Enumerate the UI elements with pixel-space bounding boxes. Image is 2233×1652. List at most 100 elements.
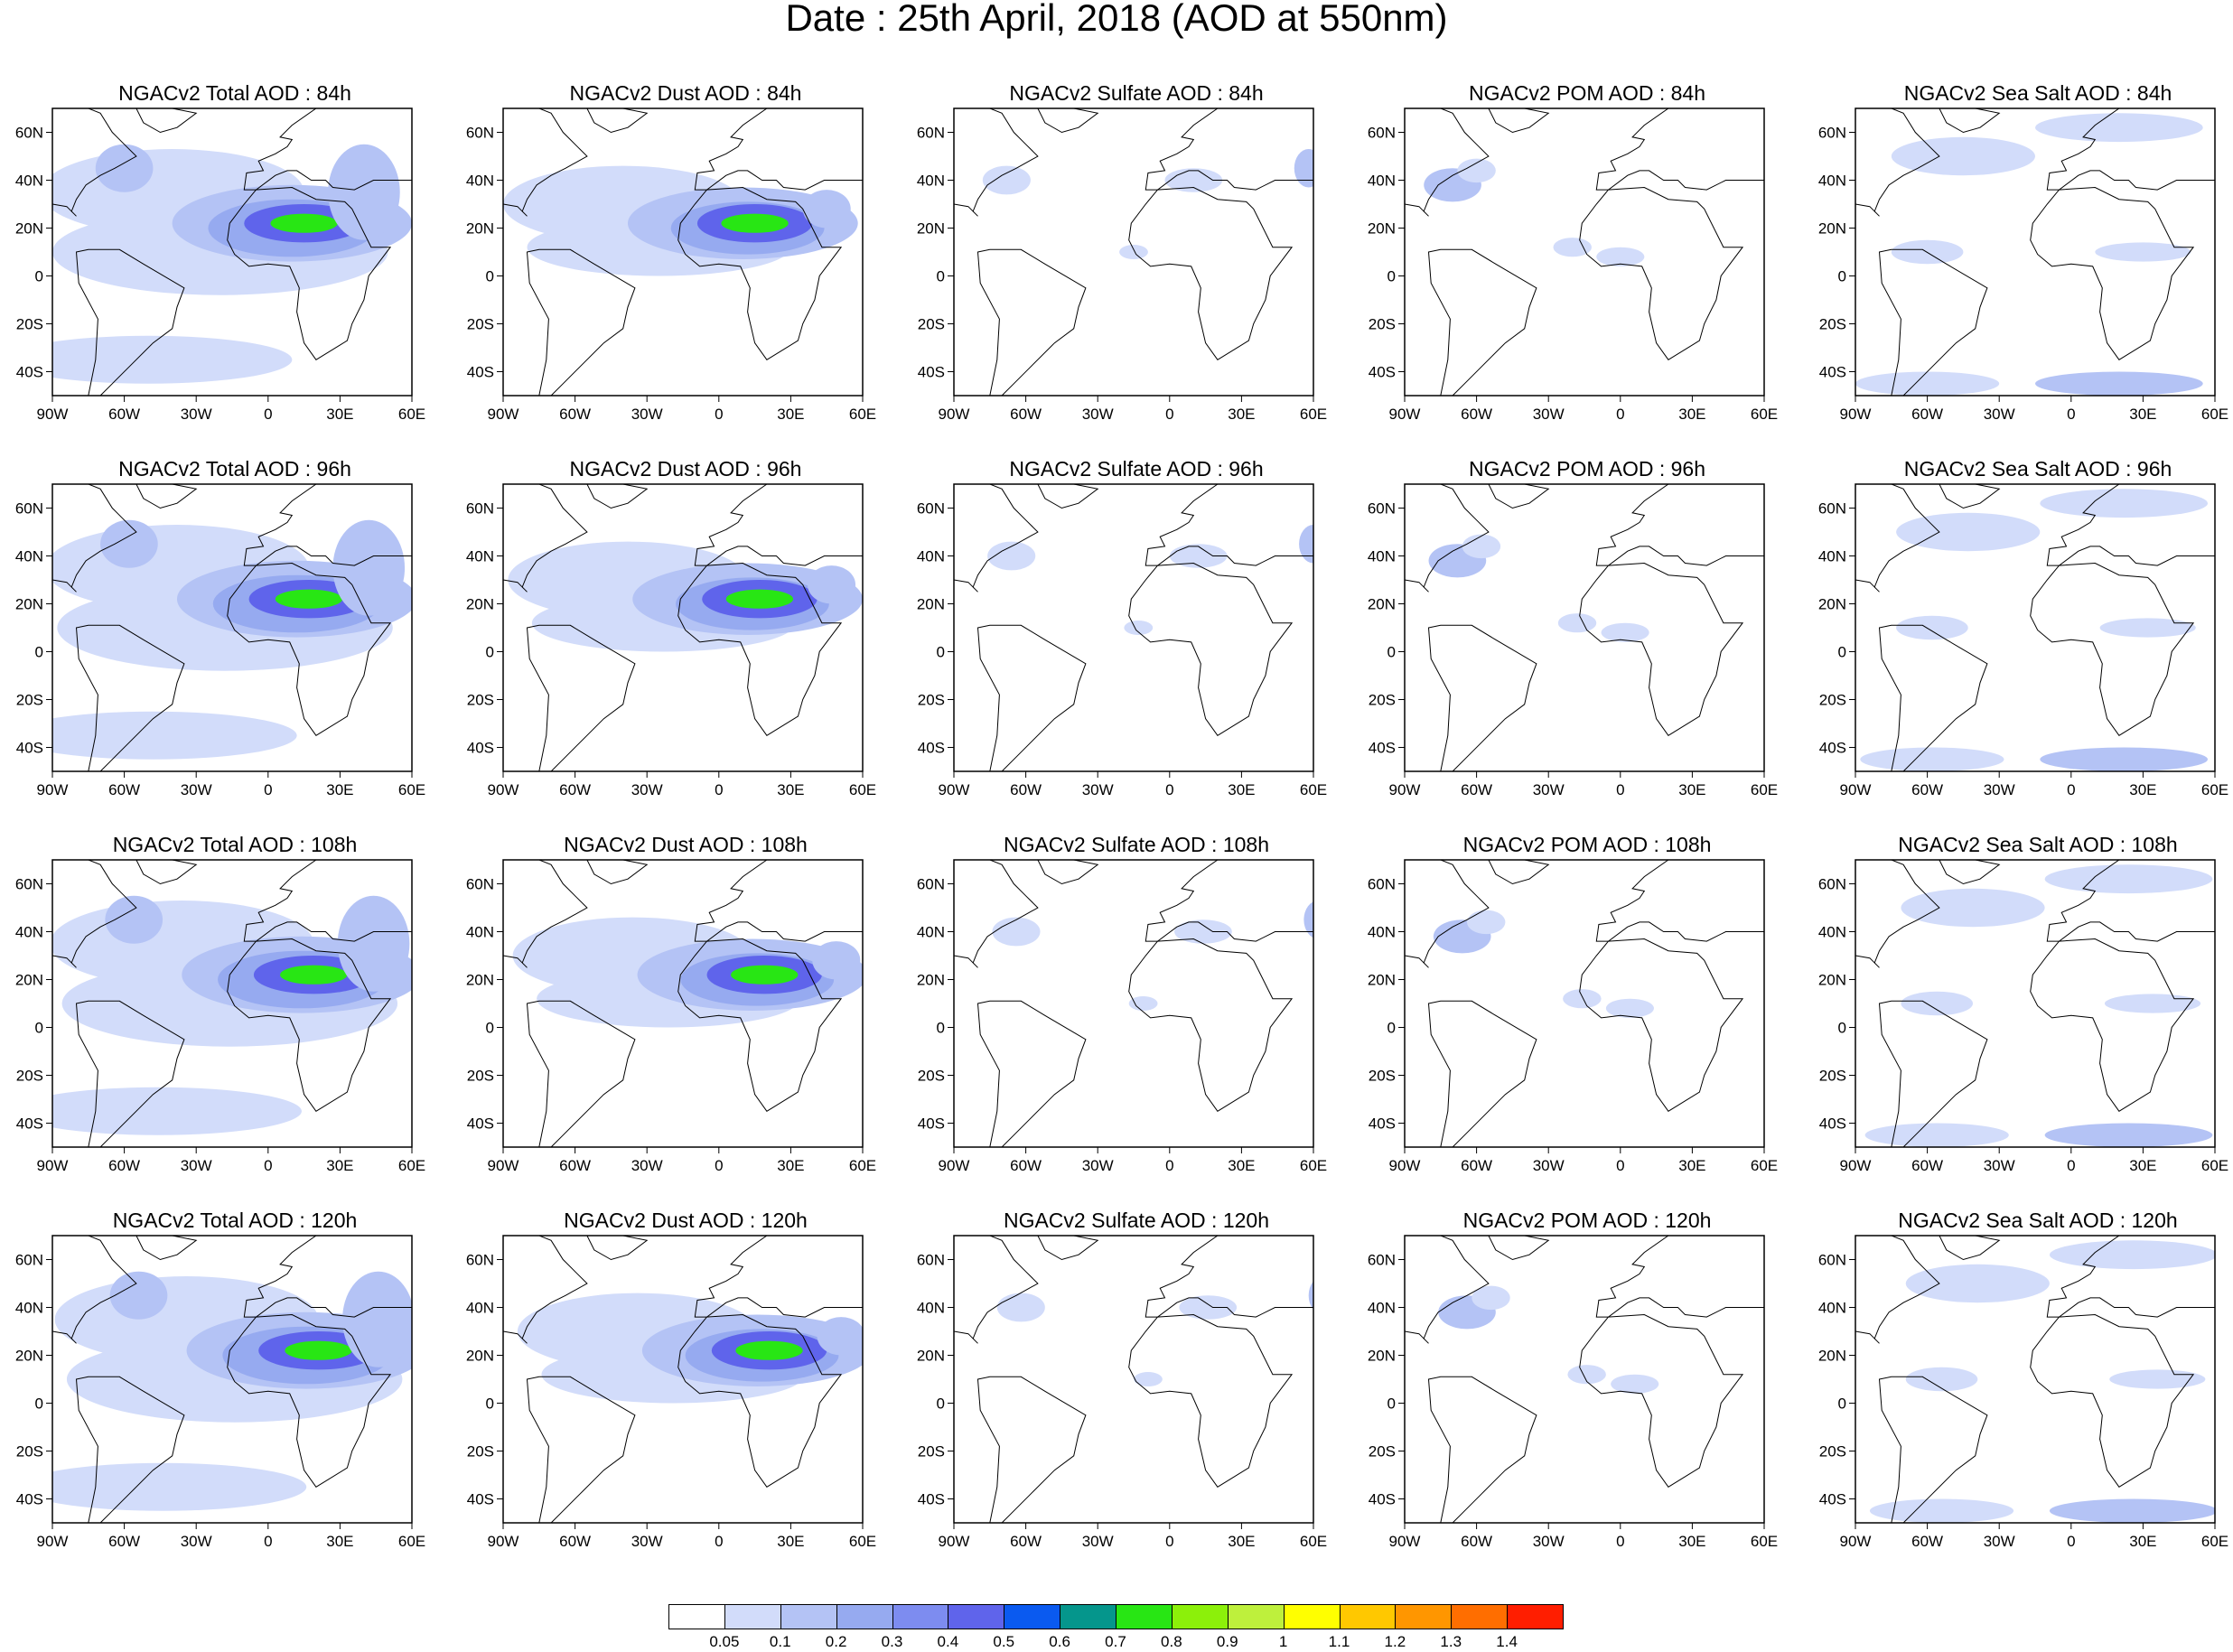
- coastline-africa: [677, 562, 843, 736]
- coastline-europe: [2046, 484, 2215, 566]
- y-tick-label: 0: [1387, 1395, 1396, 1413]
- aod-map: 90W 60W 30W 0 30E 60E 60N 40N 20N 0 20S 40S: [1818, 1235, 2228, 1550]
- y-tick-label: 20N: [466, 220, 494, 238]
- aod-shading: [1472, 1285, 1510, 1311]
- colorbar-label: 0.3: [881, 1633, 903, 1650]
- x-tick-label: 30E: [326, 406, 353, 423]
- coastline-africa: [677, 1313, 843, 1488]
- aod-shading: [1855, 371, 2000, 396]
- x-tick-label: 90W: [939, 1157, 970, 1174]
- coastline-greenland: [1939, 484, 2001, 509]
- aod-shading: [105, 895, 164, 944]
- coastline-europe: [1595, 108, 1764, 191]
- colorbar-swatch: [948, 1604, 1005, 1629]
- map-frame: [953, 859, 1314, 1148]
- y-tick-label: 20S: [467, 316, 494, 333]
- map-panel: NGACv2 Sulfate AOD : 120h 90W 60W 30W 0 30E 60…: [902, 1207, 1353, 1579]
- x-tick-label: 60W: [1010, 1157, 1042, 1174]
- coastline-north-america: [52, 1236, 137, 1344]
- x-tick-label: 30E: [1678, 1157, 1705, 1174]
- coastline-north-america: [503, 860, 588, 968]
- y-tick-label: 40S: [16, 364, 43, 381]
- x-tick-label: 90W: [1840, 406, 1872, 423]
- map-panel: NGACv2 POM AOD : 96h 90W 60W 30W 0 30E 60E 60N 4…: [1352, 455, 1804, 827]
- y-tick-label: 40N: [1818, 1300, 1846, 1317]
- x-tick-label: 60E: [849, 1533, 876, 1550]
- y-tick-label: 20S: [1369, 1068, 1396, 1085]
- x-tick-label: 30W: [181, 406, 212, 423]
- coastline-south-america: [976, 1000, 1087, 1147]
- x-tick-label: 60E: [1751, 781, 1778, 798]
- coastline-north-america: [954, 860, 1039, 968]
- y-tick-label: 40S: [1819, 1115, 1846, 1133]
- x-tick-label: 60W: [108, 781, 140, 798]
- coastline-north-america: [1855, 108, 1940, 217]
- panel-title: NGACv2 Dust AOD : 108h: [564, 833, 808, 856]
- colorbar-swatch: [780, 1604, 837, 1629]
- aod-shading: [342, 1271, 412, 1367]
- aod-shading: [2035, 113, 2203, 143]
- x-tick-label: 90W: [1389, 1533, 1421, 1550]
- colorbar-swatch: [1395, 1604, 1453, 1629]
- figure-title: Date : 25th April, 2018 (AOD at 550nm): [785, 0, 1448, 39]
- coastline-africa: [2030, 186, 2195, 360]
- y-tick-label: 0: [937, 268, 945, 285]
- aod-shading: [1308, 1281, 1313, 1311]
- y-tick-label: 40N: [1368, 173, 1396, 190]
- coastline-africa: [227, 186, 392, 360]
- x-tick-label: 90W: [1840, 1157, 1872, 1174]
- map-frame: [1855, 1235, 2216, 1524]
- aod-shading: [1896, 615, 1968, 640]
- aod-shading: [735, 1340, 803, 1360]
- x-tick-label: 30W: [1533, 1533, 1565, 1550]
- y-tick-label: 0: [35, 1395, 43, 1413]
- panel-title: NGACv2 POM AOD : 84h: [1468, 81, 1706, 105]
- x-tick-label: 0: [1165, 406, 1173, 423]
- x-tick-label: 30E: [2129, 1533, 2156, 1550]
- y-tick-label: 60N: [1368, 1252, 1396, 1269]
- coastline-greenland: [135, 108, 198, 134]
- y-tick-label: 20N: [1368, 596, 1396, 613]
- aod-shading: [285, 1340, 352, 1360]
- y-tick-label: 20S: [1819, 316, 1846, 333]
- coastline-south-america: [1427, 1000, 1537, 1147]
- aod-map: 90W 60W 30W 0 30E 60E 60N 40N 20N 0 20S 40S: [1368, 859, 1778, 1174]
- panel-title: NGACv2 Sea Salt AOD : 96h: [1903, 457, 2172, 481]
- x-tick-label: 60W: [1911, 406, 1943, 423]
- x-tick-label: 0: [1616, 1157, 1624, 1174]
- x-tick-label: 0: [715, 406, 723, 423]
- y-tick-label: 40N: [466, 548, 494, 565]
- coastline-greenland: [586, 484, 649, 509]
- y-tick-label: 60N: [15, 876, 43, 893]
- y-tick-label: 20N: [466, 596, 494, 613]
- map-panel: NGACv2 Dust AOD : 84h 90W 60W 30W 0 30E 60E 60N…: [451, 79, 902, 452]
- aod-shading: [1605, 998, 1654, 1018]
- x-tick-label: 30E: [2129, 406, 2156, 423]
- y-tick-label: 60N: [466, 500, 494, 518]
- x-tick-label: 60E: [1751, 1157, 1778, 1174]
- y-tick-label: 20S: [467, 1443, 494, 1461]
- y-tick-label: 40N: [466, 924, 494, 941]
- coastline-europe: [243, 484, 412, 566]
- y-tick-label: 20S: [1819, 692, 1846, 709]
- x-tick-label: 30E: [777, 781, 804, 798]
- panel-title: NGACv2 POM AOD : 108h: [1462, 833, 1712, 856]
- x-tick-label: 30E: [1678, 406, 1705, 423]
- x-tick-label: 0: [264, 1533, 272, 1550]
- aod-shading: [52, 1462, 307, 1511]
- coastline-africa: [1128, 562, 1294, 736]
- y-tick-label: 20S: [1369, 692, 1396, 709]
- x-tick-label: 30W: [1533, 781, 1565, 798]
- map-panel: NGACv2 Dust AOD : 120h 90W 60W 30W 0 30E 60E 60…: [451, 1207, 902, 1579]
- y-tick-label: 40S: [16, 1115, 43, 1133]
- y-tick-label: 40S: [918, 740, 945, 757]
- coastline-south-america: [1878, 1000, 1988, 1147]
- y-tick-label: 40N: [1818, 173, 1846, 190]
- y-tick-label: 40S: [918, 1491, 945, 1508]
- coastline-north-america: [1855, 484, 1940, 593]
- x-tick-label: 90W: [488, 1157, 519, 1174]
- aod-shading: [1457, 158, 1496, 183]
- coastline-africa: [227, 1313, 392, 1488]
- coastline-greenland: [586, 860, 649, 885]
- y-tick-label: 40N: [1368, 1300, 1396, 1317]
